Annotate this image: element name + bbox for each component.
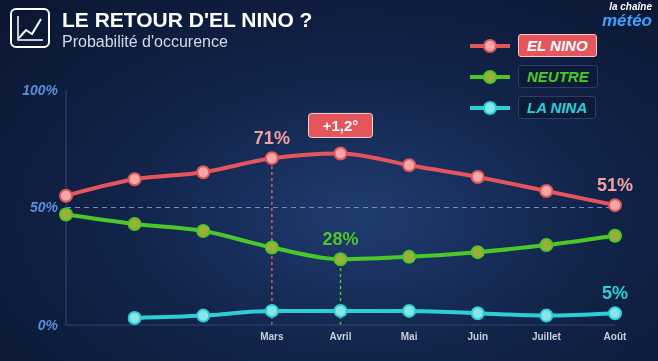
html-text:météo: météo <box>601 11 652 30</box>
svg-text:Août: Août <box>604 331 627 342</box>
html-text:NEUTRE: NEUTRE <box>527 68 589 85</box>
svg-text:Juillet: Juillet <box>532 331 562 342</box>
svg-text:100%: 100% <box>22 82 58 98</box>
svg-text:Mai: Mai <box>401 331 418 342</box>
svg-text:+1,2°: +1,2° <box>323 117 359 134</box>
svg-text:71%: 71% <box>254 128 290 148</box>
html-text:LE RETOUR D'EL NINO ?: LE RETOUR D'EL NINO ? <box>62 8 313 31</box>
html-text:Probabilité d'occurence: Probabilité d'occurence <box>62 33 228 50</box>
html-text:LA NINA: LA NINA <box>527 99 588 116</box>
html-text:EL NINO: EL NINO <box>527 37 588 54</box>
svg-text:51%: 51% <box>597 175 633 195</box>
svg-text:Avril: Avril <box>330 331 352 342</box>
svg-text:5%: 5% <box>602 283 628 303</box>
svg-text:Juin: Juin <box>467 331 488 342</box>
html-text:la chaîne: la chaîne <box>609 1 652 12</box>
svg-text:0%: 0% <box>38 317 59 333</box>
svg-text:50%: 50% <box>30 199 59 215</box>
svg-text:28%: 28% <box>322 229 358 249</box>
svg-text:Mars: Mars <box>260 331 284 342</box>
